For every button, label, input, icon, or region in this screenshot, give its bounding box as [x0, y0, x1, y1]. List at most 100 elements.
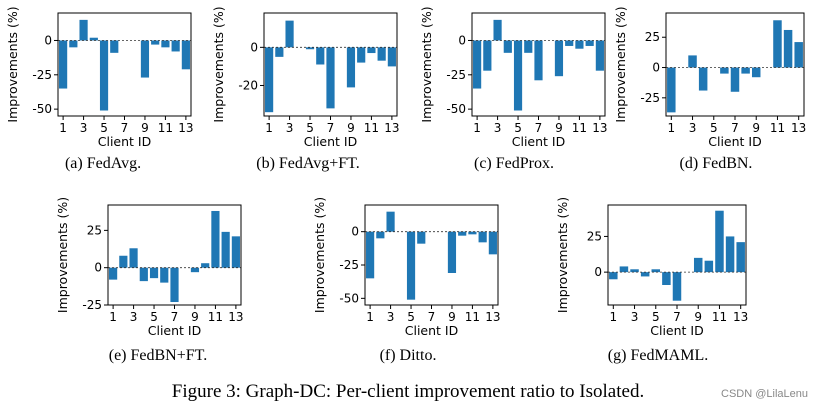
- y-tick-label: -25: [446, 68, 466, 82]
- bar-client-12: [783, 29, 793, 68]
- bar-client-11: [367, 47, 376, 54]
- bar-client-3: [129, 248, 138, 268]
- y-tick-label: 25: [587, 229, 602, 243]
- y-tick-label: 0: [594, 265, 602, 279]
- bar-client-13: [181, 40, 190, 70]
- bar-client-1: [667, 67, 676, 113]
- y-axis-label: Improvements (%): [312, 197, 327, 313]
- y-tick-label: -25: [32, 68, 52, 82]
- bar-client-13: [387, 47, 396, 67]
- bar-client-4: [640, 272, 650, 277]
- x-tick-label: 3: [387, 310, 395, 324]
- x-tick-label: 9: [448, 310, 456, 324]
- x-tick-label: 13: [733, 310, 748, 324]
- bar-client-1: [366, 231, 375, 279]
- x-axis-label: Client ID: [148, 323, 201, 338]
- bar-client-11: [161, 40, 170, 48]
- bar-client-7: [672, 272, 682, 301]
- bar-client-5: [305, 47, 315, 50]
- x-tick-label: 1: [609, 310, 617, 324]
- x-tick-label: 5: [407, 310, 415, 324]
- bar-client-6: [720, 67, 729, 74]
- x-tick-label: 13: [228, 310, 243, 324]
- bar-client-7: [534, 40, 543, 81]
- subplot-caption: (g) FedMAML.: [608, 347, 708, 364]
- x-axis-label: Client ID: [650, 323, 703, 338]
- y-tick-label: 0: [44, 33, 52, 47]
- bar-client-6: [160, 267, 169, 283]
- x-tick-label: 13: [384, 121, 399, 135]
- y-tick-label: -50: [446, 102, 466, 116]
- bar-client-3: [79, 19, 88, 41]
- bar-client-5: [99, 40, 109, 111]
- y-tick-label: 0: [94, 261, 102, 275]
- x-axis-label: Client ID: [98, 134, 151, 149]
- x-tick-label: 7: [171, 310, 179, 324]
- bar-client-5: [651, 269, 661, 273]
- bar-client-11: [468, 231, 477, 235]
- x-tick-label: 5: [306, 121, 314, 135]
- y-tick-label: -50: [32, 102, 52, 116]
- bar-client-12: [221, 231, 230, 268]
- x-tick-label: 5: [514, 121, 522, 135]
- bar-client-10: [151, 40, 160, 45]
- bar-client-2: [119, 255, 128, 268]
- x-tick-label: 1: [109, 310, 117, 324]
- x-tick-label: 11: [572, 121, 587, 135]
- bar-client-7: [730, 67, 740, 92]
- x-tick-label: 11: [364, 121, 379, 135]
- figure-caption: Figure 3: Graph-DC: Per-client improveme…: [172, 381, 644, 402]
- x-tick-label: 9: [752, 121, 760, 135]
- bar-client-1: [59, 40, 68, 89]
- x-tick-label: 3: [80, 121, 88, 135]
- x-tick-label: 11: [208, 310, 223, 324]
- bar-client-13: [736, 242, 745, 273]
- bar-client-6: [110, 40, 119, 53]
- x-tick-label: 7: [535, 121, 543, 135]
- bar-client-10: [704, 260, 714, 273]
- bar-client-3: [386, 211, 395, 232]
- x-axis-label: Client ID: [708, 134, 761, 149]
- x-tick-label: 1: [59, 121, 67, 135]
- bar-client-6: [524, 40, 533, 53]
- x-tick-label: 13: [485, 310, 500, 324]
- bar-client-12: [171, 40, 180, 52]
- bar-client-4: [503, 40, 512, 53]
- axes-frame: [364, 204, 499, 306]
- bar-client-2: [376, 231, 385, 239]
- x-tick-label: 13: [178, 121, 193, 135]
- bar-client-11: [715, 210, 724, 273]
- bar-client-7: [170, 267, 179, 303]
- bar-client-9: [346, 47, 356, 88]
- x-tick-label: 1: [473, 121, 481, 135]
- x-tick-label: 7: [428, 310, 436, 324]
- bar-client-5: [149, 267, 159, 279]
- bar-client-1: [265, 47, 274, 113]
- bar-client-9: [693, 257, 703, 273]
- bar-client-1: [609, 272, 618, 280]
- x-tick-label: 3: [286, 121, 294, 135]
- x-tick-label: 1: [667, 121, 675, 135]
- x-tick-label: 3: [631, 310, 639, 324]
- y-tick-label: 25: [87, 223, 102, 237]
- x-tick-label: 9: [694, 310, 702, 324]
- subplot-caption: (e) FedBN+FT.: [109, 347, 208, 364]
- bar-client-2: [483, 40, 492, 71]
- bar-client-11: [575, 40, 584, 49]
- bar-client-10: [201, 263, 210, 268]
- bar-client-10: [357, 47, 366, 63]
- y-tick-label: 0: [652, 61, 660, 75]
- subplot-caption: (f) Ditto.: [380, 347, 437, 364]
- bar-client-4: [139, 267, 148, 282]
- x-tick-label: 5: [652, 310, 660, 324]
- y-tick-label: 0: [458, 33, 466, 47]
- y-tick-label: 25: [645, 30, 660, 44]
- x-axis-label: Client ID: [304, 134, 357, 149]
- axes-frame: [57, 12, 192, 117]
